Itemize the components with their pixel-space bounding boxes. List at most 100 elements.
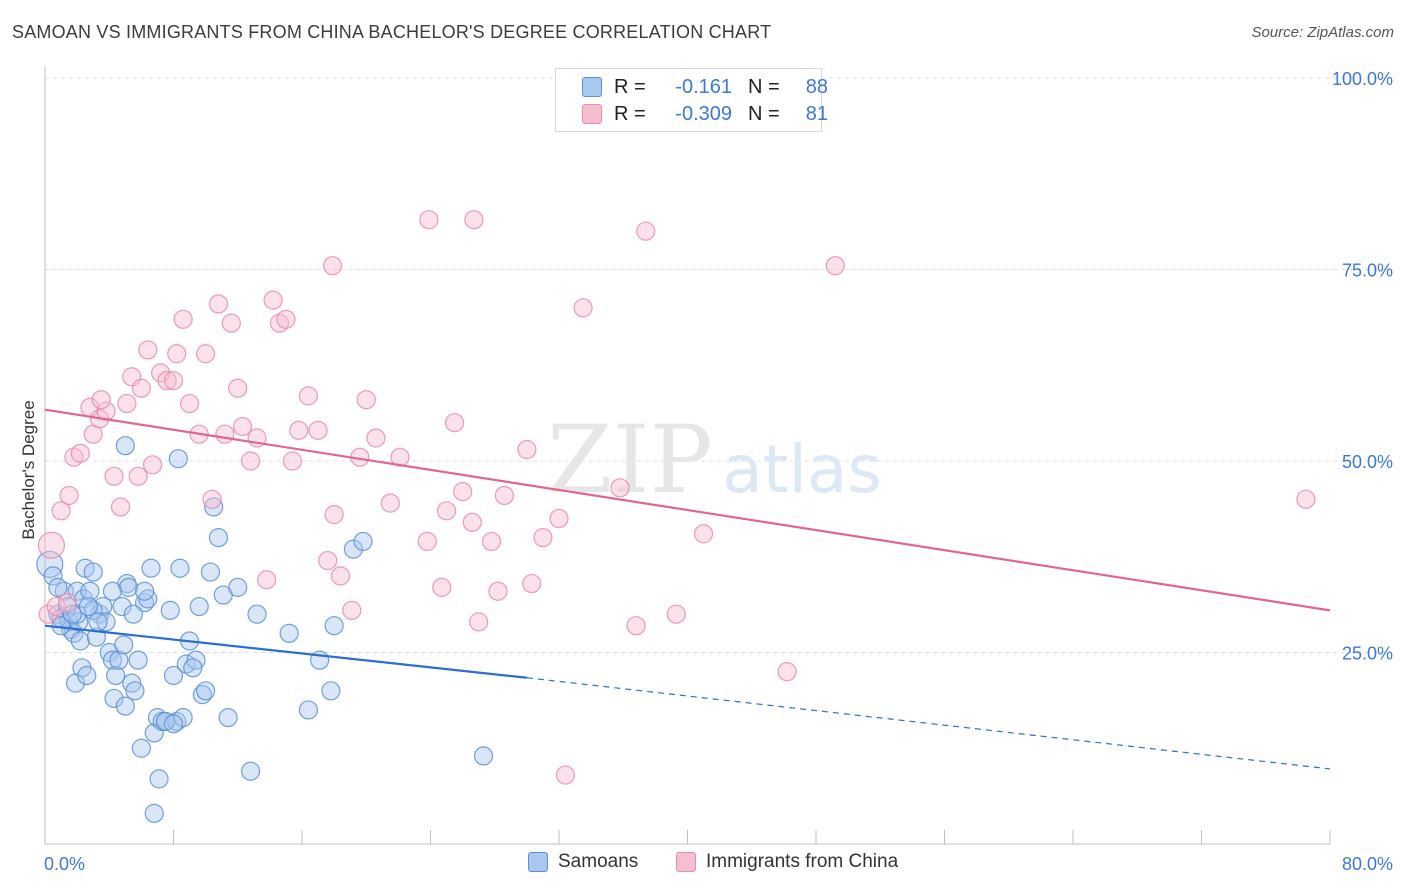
samoans-point [109, 650, 129, 670]
samoans-point [115, 436, 135, 456]
china-point [298, 386, 319, 406]
china-point [167, 344, 187, 364]
gridlines [45, 77, 1392, 653]
samoans-point [114, 635, 134, 655]
china-point [138, 340, 158, 360]
china-point [59, 485, 79, 506]
samoans-point [241, 761, 261, 781]
legend-item-samoans[interactable]: Samoans [528, 851, 638, 873]
china-point [51, 501, 71, 521]
samoans-point [128, 650, 148, 670]
china-point [196, 344, 216, 364]
china-point [549, 508, 569, 529]
samoans-point [163, 665, 184, 686]
china-point [143, 455, 163, 475]
china-point [104, 466, 124, 486]
china-point [276, 309, 296, 329]
samoans-point [155, 711, 176, 732]
china-point [417, 531, 437, 552]
china-point [228, 378, 248, 398]
china-point [157, 370, 177, 391]
samoans-point [115, 696, 135, 716]
china-point [610, 478, 630, 498]
china-point [380, 493, 400, 513]
samoans-point [298, 700, 319, 720]
china-swatch-icon [676, 852, 696, 872]
samoans-point [93, 596, 113, 617]
x-tick-label: 0.0% [44, 854, 85, 874]
samoans-point [473, 746, 494, 766]
china-point [636, 221, 656, 241]
china-point [436, 501, 457, 521]
samoans-point [122, 673, 142, 693]
samoans-point [204, 497, 224, 517]
china-point [215, 424, 235, 444]
china-point [263, 290, 283, 310]
china-point [289, 420, 309, 440]
china-point [232, 416, 253, 437]
china-point [469, 612, 489, 632]
china-point [257, 570, 277, 590]
samoans-point [144, 723, 164, 743]
samoans-point [149, 769, 169, 789]
samoans-point [43, 566, 63, 586]
samoans-swatch-icon [528, 852, 548, 872]
watermark-atlas: atlas [722, 431, 882, 508]
legend-row-samoans: R = -0.161 N = 88 [582, 74, 828, 100]
samoans-point [353, 531, 373, 552]
samoans-point [78, 596, 98, 617]
china-point [128, 466, 148, 486]
y-tick-label: 100.0% [1332, 69, 1393, 89]
n-label: N = [748, 75, 780, 98]
tick-labels: 25.0% 50.0% 75.0% 100.0% 0.0% 80.0% [44, 69, 1393, 874]
samoans-trend-line [44, 624, 527, 679]
axes [44, 66, 1331, 845]
n-label: N = [748, 102, 780, 125]
samoans-point [247, 604, 267, 624]
samoans-point [134, 581, 155, 601]
samoans-point [102, 581, 123, 601]
samoans-point [183, 658, 203, 678]
samoans-point [343, 539, 363, 559]
china-point [573, 298, 593, 318]
china-point [221, 313, 241, 333]
china-point [318, 550, 338, 571]
china-point [419, 210, 439, 230]
data-points [36, 210, 1316, 823]
n-value: 81 [805, 102, 828, 125]
china-point [777, 662, 797, 682]
samoans-point [96, 612, 116, 632]
china-point [481, 531, 502, 552]
china-point [1296, 489, 1316, 509]
samoans-point [189, 596, 209, 617]
samoans-point [118, 577, 139, 597]
r-label: R = [614, 102, 646, 125]
china-swatch-icon [582, 104, 602, 124]
legend-row-china: R = -0.309 N = 81 [582, 101, 828, 127]
samoans-trend-extension [526, 677, 1331, 770]
china-point [666, 604, 686, 624]
china-point [324, 505, 344, 525]
samoans-point [83, 562, 103, 582]
samoans-point [279, 623, 299, 643]
samoans-point [200, 562, 221, 582]
stats-legend: R = -0.161 N = 88 R = -0.309 N = 81 [555, 68, 828, 132]
series-legend: Samoans Immigrants from China [0, 851, 1406, 877]
samoans-point [186, 650, 206, 670]
samoans-point [196, 681, 216, 701]
samoans-point [125, 681, 145, 701]
china-point [494, 485, 514, 506]
samoans-point [208, 527, 229, 548]
legend-label-samoans: Samoans [558, 851, 639, 872]
china-point [38, 604, 58, 624]
samoans-point [131, 738, 151, 758]
samoans-point [163, 714, 184, 734]
china-point [208, 294, 229, 314]
china-point [70, 443, 90, 463]
x-tick-label: 80.0% [1342, 854, 1393, 874]
legend-item-china[interactable]: Immigrants from China [676, 851, 898, 873]
legend-label-china: Immigrants from China [706, 851, 899, 872]
china-point [330, 566, 351, 586]
china-point [241, 451, 261, 471]
